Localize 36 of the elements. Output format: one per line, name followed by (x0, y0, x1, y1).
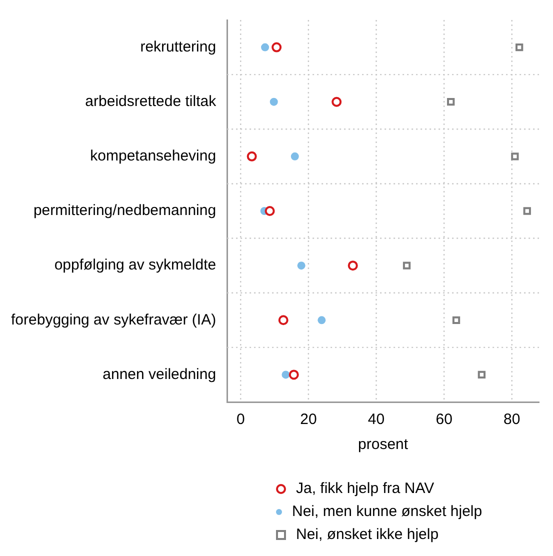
y-tick-label: kompetanseheving (90, 148, 216, 165)
x-tick-label: 0 (236, 411, 245, 428)
legend-label: Ja, fikk hjelp fra NAV (296, 480, 434, 497)
y-tick-label: forebygging av sykefravær (IA) (11, 311, 216, 328)
point (261, 43, 270, 52)
point (452, 316, 460, 324)
point (246, 151, 257, 162)
point (272, 42, 282, 52)
point (318, 316, 326, 324)
point (402, 262, 411, 270)
point (348, 260, 358, 271)
point (288, 370, 299, 380)
x-axis-title: prosent (358, 436, 409, 454)
legend-label: Nei, men kunne ønsket hjelp (292, 503, 482, 520)
point (478, 370, 486, 379)
y-tick-label: rekruttering (140, 38, 216, 56)
point (290, 152, 299, 160)
point (511, 152, 519, 160)
point (523, 207, 531, 215)
x-tick-label: 60 (436, 411, 452, 428)
x-tick-label: 20 (300, 411, 317, 428)
y-tick-label: arbeidsrettede tiltak (85, 93, 217, 110)
y-tick-label: oppfølging av sykmeldte (54, 256, 216, 274)
point (282, 370, 290, 379)
y-tick-label: permittering/nedbemanning (33, 202, 216, 220)
point (264, 206, 275, 216)
point (297, 262, 306, 270)
point (447, 98, 455, 106)
legend-label: Nei, ønsket ikke hjelp (296, 526, 439, 543)
y-tick-label: annen veiledning (102, 366, 216, 383)
point (516, 43, 524, 52)
point (278, 315, 288, 326)
point (270, 98, 278, 106)
x-tick-label: 40 (368, 411, 385, 428)
x-tick-label: 80 (504, 411, 520, 428)
point (332, 96, 342, 107)
